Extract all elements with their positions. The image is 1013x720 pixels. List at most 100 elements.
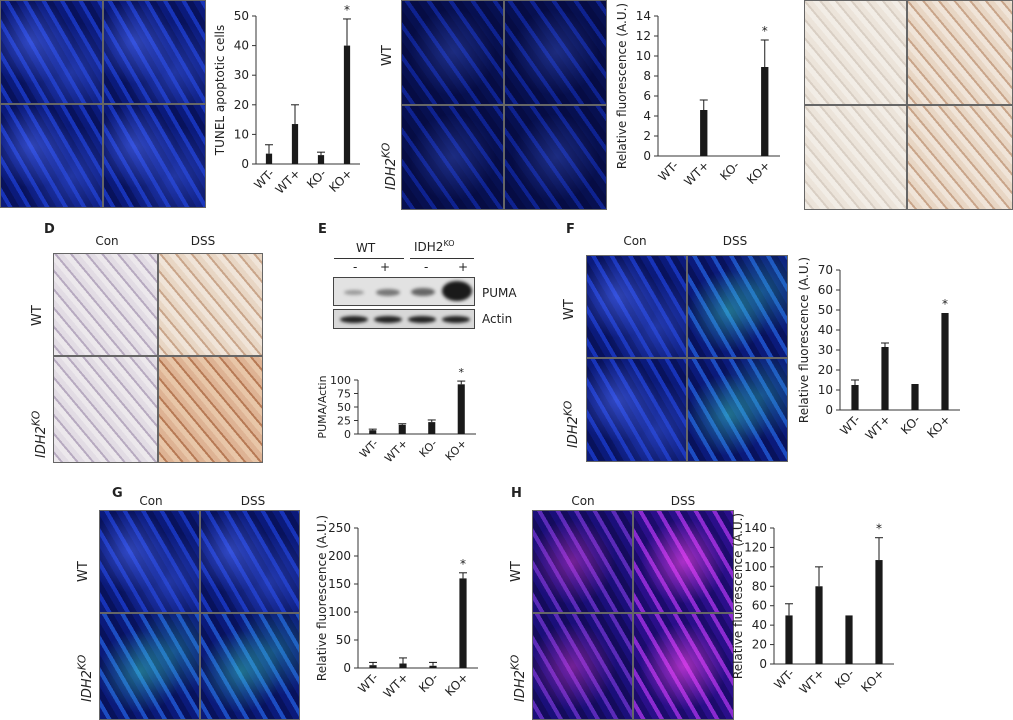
bar-KO+ <box>761 67 769 156</box>
y-tick-label: 25 <box>337 415 351 428</box>
col-label-con-f: Con <box>623 234 647 248</box>
micrograph-d-ko-con <box>53 356 158 463</box>
micrograph-h-ko-con <box>532 613 633 720</box>
x-tick-label-WT+: WT+ <box>797 666 828 697</box>
micrograph-g-ko-dss <box>200 613 300 720</box>
y-tick-label: 20 <box>818 363 833 377</box>
plot-area: 0 2 4 6 8 10 12 14 Relative fluorescence (A.U.) W… <box>615 3 780 189</box>
panel-letter-f: F <box>566 222 575 237</box>
micrograph-topright-ko-dss <box>907 105 1013 210</box>
y-tick-label: 8 <box>643 69 651 83</box>
bar-WT+ <box>881 347 889 410</box>
micrograph-d-wt-dss <box>158 253 263 356</box>
x-tick-label-KO-: KO- <box>416 670 441 695</box>
row-label-wt-h: WT <box>509 561 524 582</box>
blot-group-wt-label: WT <box>356 241 376 255</box>
bar-KO- <box>911 384 919 410</box>
bar-WT- <box>265 153 273 164</box>
col-label-dss-d: DSS <box>190 234 216 248</box>
bar-KO+ <box>459 578 467 668</box>
y-tick-label: 50 <box>818 303 833 317</box>
row-label-ko-g: IDH2KO <box>76 654 96 702</box>
y-tick-label: 100 <box>330 374 351 387</box>
blot-group-ko-line <box>410 258 474 259</box>
bar-KO+ <box>875 560 883 664</box>
x-tick-label-WT-: WT- <box>837 412 863 438</box>
y-tick-label: 0 <box>825 403 833 417</box>
micrograph-topleft-ko-con <box>0 104 103 208</box>
bar-KO+ <box>343 45 351 164</box>
band-puma-2 <box>376 289 400 296</box>
y-tick-label: 120 <box>744 540 767 554</box>
micrograph-h-wt-con <box>532 510 633 613</box>
bar-WT- <box>851 385 859 410</box>
y-tick-label: 0 <box>643 149 651 163</box>
y-tick-label: 60 <box>818 283 833 297</box>
micrograph-topmid-ko-con <box>401 105 504 210</box>
x-tick-label-WT+: WT+ <box>273 166 304 197</box>
panel-letter-e: E <box>318 222 327 237</box>
blot-group-ko-label: IDH2KO <box>414 239 455 254</box>
micrograph-topright-wt-dss <box>907 0 1013 105</box>
band-puma-4 <box>442 281 472 301</box>
bar-WT+ <box>291 124 299 164</box>
y-tick-label: 30 <box>234 68 249 82</box>
band-actin-1 <box>340 316 368 323</box>
micrograph-g-wt-dss <box>200 510 300 613</box>
blot-sign-4: + <box>458 260 469 274</box>
micrograph-topright-wt-con <box>804 0 907 105</box>
x-tick-label-KO+: KO+ <box>442 670 471 699</box>
col-label-dss-f: DSS <box>722 234 748 248</box>
plot-area: 0 10 20 30 40 50 60 70 Relative fluorescence (A.… <box>797 258 960 443</box>
x-tick-label-WT+: WT+ <box>863 412 894 443</box>
blot-sign-1: - <box>353 260 358 274</box>
row-label-ko-h: IDH2KO <box>509 654 529 702</box>
y-tick-label: 0 <box>344 428 351 441</box>
blot-group-wt-line <box>334 258 404 259</box>
micrograph-g-ko-con <box>99 613 200 720</box>
micrograph-topleft-ko-dss <box>103 104 206 208</box>
col-label-dss-h: DSS <box>670 494 696 508</box>
row-label-wt-f: WT <box>562 299 577 320</box>
panel-letter-g: G <box>112 486 123 501</box>
x-tick-label-WT-: WT- <box>771 666 797 692</box>
micrograph-f-wt-dss <box>687 255 788 358</box>
row-label-wt-top-middle: WT <box>380 45 395 66</box>
col-label-dss-g: DSS <box>240 494 266 508</box>
y-tick-label: 100 <box>744 560 767 574</box>
x-tick-label-WT-: WT- <box>357 437 381 461</box>
bar-KO- <box>428 422 436 434</box>
y-tick-label: 50 <box>337 401 351 414</box>
micrograph-g-wt-con <box>99 510 200 613</box>
micrograph-topmid-wt-dss <box>504 0 607 105</box>
y-tick-label: 50 <box>234 9 249 23</box>
y-tick-label: 30 <box>818 343 833 357</box>
y-tick-label: 40 <box>752 618 767 632</box>
micrograph-topleft-wt-dss <box>103 0 206 104</box>
panel-letter-h: H <box>511 486 522 501</box>
bar-WT+ <box>815 586 823 664</box>
y-tick-label: 250 <box>328 521 351 535</box>
micrograph-topmid-ko-dss <box>504 105 607 210</box>
bar-WT+ <box>700 110 708 156</box>
y-tick-label: 10 <box>234 127 249 141</box>
bar-KO+ <box>457 384 465 434</box>
bar-KO+ <box>941 313 949 410</box>
x-tick-label-WT+: WT+ <box>681 158 712 189</box>
y-tick-label: 40 <box>818 323 833 337</box>
y-axis-label: Relative fluorescence (A.U.) <box>315 515 329 681</box>
bar-WT- <box>369 430 377 434</box>
significance-marker: * <box>459 366 465 379</box>
significance-marker: * <box>942 297 948 311</box>
y-tick-label: 200 <box>328 549 351 563</box>
band-actin-4 <box>442 316 470 323</box>
blot-label-actin: Actin <box>482 312 513 326</box>
y-axis-label: TUNEL apoptotic cells <box>213 25 227 157</box>
bar-KO- <box>429 665 437 668</box>
row-label-ko-top-middle: IDH2KO <box>380 142 400 190</box>
y-tick-label: 140 <box>744 521 767 535</box>
